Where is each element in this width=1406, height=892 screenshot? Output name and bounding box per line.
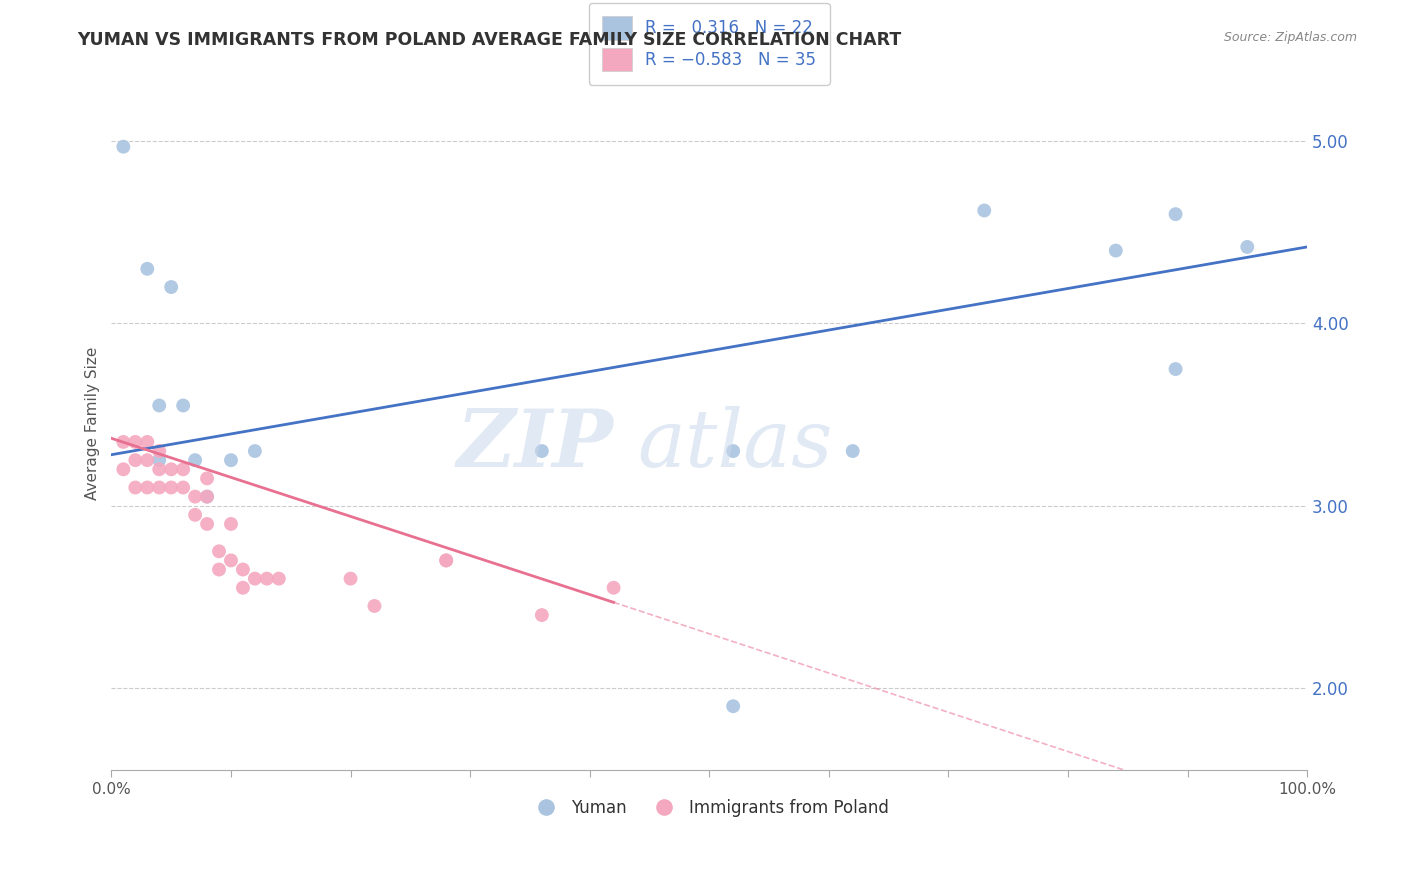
Point xyxy=(160,481,183,495)
Point xyxy=(841,444,863,458)
Point xyxy=(124,481,146,495)
Point xyxy=(136,453,159,467)
Point xyxy=(219,553,242,567)
Y-axis label: Average Family Size: Average Family Size xyxy=(86,347,100,500)
Point xyxy=(195,516,218,531)
Point xyxy=(184,508,207,522)
Point xyxy=(195,490,218,504)
Point xyxy=(148,481,170,495)
Point xyxy=(232,562,254,576)
Point xyxy=(148,462,170,476)
Point xyxy=(195,490,218,504)
Point xyxy=(172,399,194,413)
Point xyxy=(195,471,218,485)
Point xyxy=(112,139,135,153)
Point xyxy=(1236,240,1258,254)
Point xyxy=(243,572,266,586)
Point xyxy=(148,399,170,413)
Text: atlas: atlas xyxy=(637,406,832,483)
Point xyxy=(339,572,361,586)
Point xyxy=(124,453,146,467)
Text: ZIP: ZIP xyxy=(457,406,613,483)
Point xyxy=(434,553,457,567)
Point xyxy=(1164,207,1187,221)
Legend: Yuman, Immigrants from Poland: Yuman, Immigrants from Poland xyxy=(523,793,896,824)
Point xyxy=(530,608,553,623)
Point xyxy=(721,699,744,714)
Point xyxy=(1105,244,1128,258)
Point xyxy=(136,261,159,276)
Point xyxy=(232,581,254,595)
Text: Source: ZipAtlas.com: Source: ZipAtlas.com xyxy=(1223,31,1357,45)
Point xyxy=(124,434,146,449)
Text: YUMAN VS IMMIGRANTS FROM POLAND AVERAGE FAMILY SIZE CORRELATION CHART: YUMAN VS IMMIGRANTS FROM POLAND AVERAGE … xyxy=(77,31,901,49)
Point xyxy=(112,434,135,449)
Point xyxy=(219,453,242,467)
Point xyxy=(219,516,242,531)
Point xyxy=(172,481,194,495)
Point xyxy=(184,490,207,504)
Point xyxy=(243,444,266,458)
Point xyxy=(148,444,170,458)
Point xyxy=(160,462,183,476)
Point xyxy=(267,572,290,586)
Point xyxy=(184,453,207,467)
Point xyxy=(160,280,183,294)
Point xyxy=(148,453,170,467)
Point xyxy=(363,599,385,613)
Point xyxy=(136,481,159,495)
Point xyxy=(1164,362,1187,376)
Point xyxy=(256,572,278,586)
Point xyxy=(208,562,231,576)
Point xyxy=(112,462,135,476)
Point xyxy=(208,544,231,558)
Point xyxy=(136,434,159,449)
Point xyxy=(602,581,624,595)
Point xyxy=(434,553,457,567)
Point xyxy=(172,462,194,476)
Point xyxy=(721,444,744,458)
Point xyxy=(530,444,553,458)
Point xyxy=(973,203,995,218)
